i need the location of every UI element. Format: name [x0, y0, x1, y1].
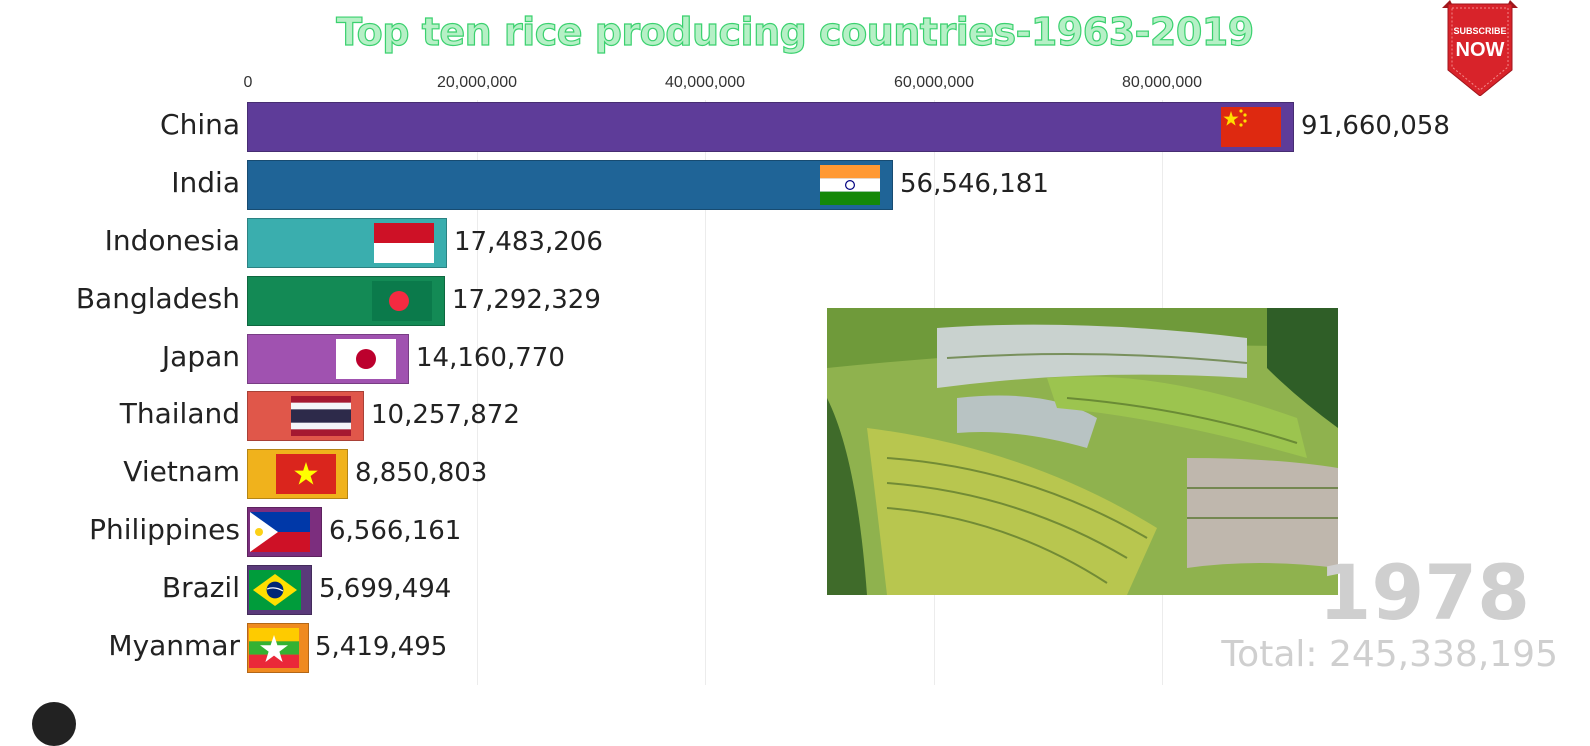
country-label: Japan: [161, 340, 240, 373]
bar-value: 17,483,206: [454, 227, 603, 257]
myanmar-flag-icon: [249, 628, 299, 668]
bar-value: 14,160,770: [416, 343, 565, 373]
bangladesh-flag-icon: [371, 281, 433, 321]
total-production: Total: 245,338,195: [1221, 634, 1558, 675]
current-year: 1978: [1318, 548, 1530, 637]
brazil-flag-icon: [249, 570, 301, 610]
subscribe-ribbon-icon: SUBSCRIBE NOW: [1442, 0, 1518, 97]
thailand-flag-icon: [290, 396, 352, 436]
chart-title: Top ten rice producing countries-1963-20…: [336, 9, 1255, 54]
country-label: Philippines: [89, 513, 240, 546]
philippines-flag-icon: [249, 512, 311, 552]
country-label: Vietnam: [123, 455, 240, 488]
bar-china: [247, 102, 1294, 152]
axis-tick-label: 60,000,000: [893, 74, 975, 91]
china-flag-icon: [1220, 107, 1282, 147]
bar-value: 6,566,161: [329, 516, 462, 546]
bar-value: 8,850,803: [355, 458, 488, 488]
country-label: Brazil: [161, 571, 240, 604]
axis-tick-label: 80,000,000: [1121, 74, 1203, 91]
axis-tick-label: 20,000,000: [436, 74, 518, 91]
bar-value: 5,419,495: [315, 632, 448, 662]
japan-flag-icon: [335, 339, 397, 379]
country-label: India: [171, 166, 240, 199]
country-label: Bangladesh: [75, 282, 240, 315]
rice-terrace-photo: [827, 308, 1338, 595]
bar-value: 56,546,181: [900, 169, 1049, 199]
vietnam-flag-icon: [275, 454, 337, 494]
axis-tick-label: 0: [243, 74, 253, 91]
axis-tick-label: 40,000,000: [664, 74, 746, 91]
country-label: Indonesia: [104, 224, 240, 257]
subscribe-now-badge[interactable]: SUBSCRIBE NOW: [1440, 0, 1520, 97]
india-flag-icon: [819, 165, 881, 205]
bar-value: 5,699,494: [319, 574, 452, 604]
gridline: [477, 100, 478, 685]
gridline: [705, 100, 706, 685]
country-label: Thailand: [119, 397, 240, 430]
bar-value: 17,292,329: [452, 285, 601, 315]
country-label: China: [160, 108, 240, 141]
country-label: Myanmar: [108, 629, 240, 662]
svg-text:NOW: NOW: [1456, 39, 1505, 61]
bar-value: 91,660,058: [1301, 111, 1450, 141]
player-control-button[interactable]: [32, 702, 76, 746]
svg-text:SUBSCRIBE: SUBSCRIBE: [1453, 26, 1506, 36]
rice-terrace-image-icon: [827, 308, 1338, 595]
indonesia-flag-icon: [373, 223, 435, 263]
bar-value: 10,257,872: [371, 400, 520, 430]
bar-india: [247, 160, 893, 210]
